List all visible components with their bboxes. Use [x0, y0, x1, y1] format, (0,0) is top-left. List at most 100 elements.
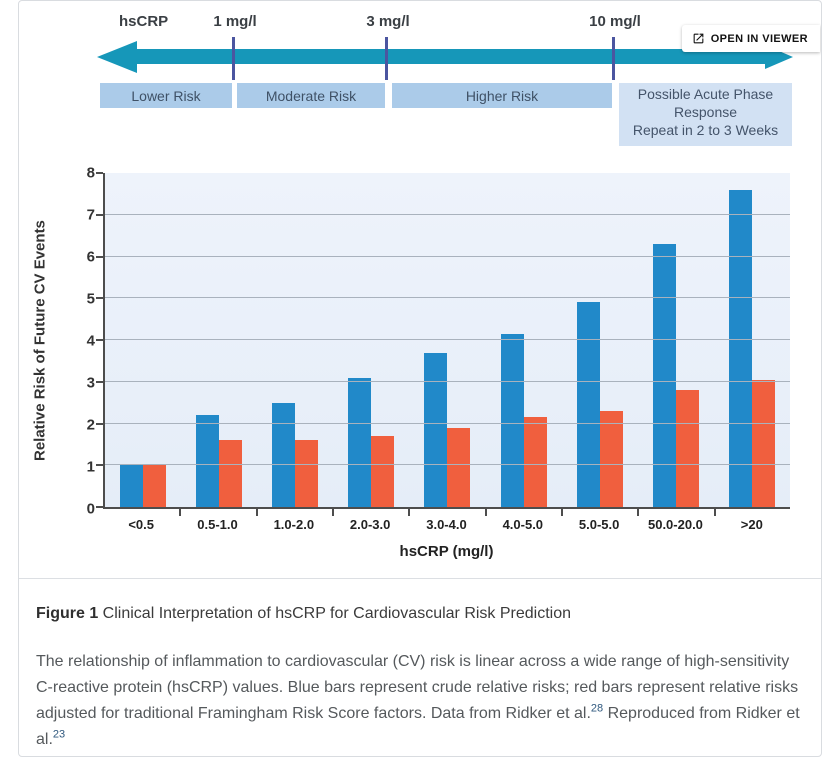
x-tick-label: 5.0-5.0 — [578, 517, 620, 532]
x-tick-label: <0.5 — [128, 517, 154, 532]
bar — [751, 379, 775, 507]
y-tick-label: 1 — [86, 458, 95, 476]
y-tick-label: 7 — [86, 206, 95, 224]
bar-group — [638, 173, 714, 507]
bar — [599, 410, 623, 507]
figure-caption: Figure 1 Clinical Interpretation of hsCR… — [19, 578, 821, 753]
bar-series — [105, 173, 790, 507]
scale-arrow — [135, 49, 767, 64]
x-tick-label: 3.0-4.0 — [426, 517, 467, 532]
bar — [219, 440, 243, 507]
caption-body: The relationship of inflammation to card… — [36, 649, 801, 753]
y-tick-mark — [96, 213, 103, 216]
threshold-label-3mgl: 3 mg/l — [366, 13, 410, 30]
y-axis-tick-labels: 0 1 2 3 4 5 6 7 8 — [49, 165, 95, 518]
caption-body-text-1: The relationship of inflammation to card… — [36, 653, 799, 722]
y-tick-label: 4 — [86, 332, 95, 350]
gridline — [105, 213, 790, 215]
x-tick-mark — [484, 509, 487, 516]
y-tick-mark — [96, 339, 103, 341]
threshold-tick-1mgl — [232, 37, 235, 80]
gridline — [105, 380, 790, 382]
threshold-tick-3mgl — [385, 37, 388, 80]
bar-group — [105, 173, 181, 507]
gridline — [105, 339, 790, 340]
threshold-label-10mgl: 10 mg/l — [589, 13, 641, 30]
citation-28[interactable]: 28 — [590, 702, 604, 715]
x-tick-mark — [561, 509, 563, 516]
gridline — [105, 422, 790, 424]
y-tick-label: 3 — [86, 374, 95, 392]
bar-group — [714, 173, 790, 507]
y-tick-mark — [96, 506, 103, 508]
open-in-viewer-icon — [692, 32, 705, 45]
bar — [371, 436, 395, 507]
bar — [447, 427, 471, 507]
bar — [728, 189, 752, 507]
bar — [295, 440, 319, 507]
bar-group — [409, 173, 485, 507]
caption-title-text: Clinical Interpretation of hsCRP for Car… — [98, 605, 572, 622]
bar-group — [333, 173, 409, 507]
bar — [523, 417, 547, 507]
y-tick-mark — [96, 422, 103, 425]
bar — [652, 243, 676, 507]
x-tick-label: 4.0-5.0 — [502, 517, 544, 532]
bar — [120, 465, 144, 507]
y-tick-mark — [96, 172, 103, 174]
x-tick-label: 1.0-2.0 — [273, 517, 315, 532]
x-tick-label: 0.5-1.0 — [197, 517, 238, 532]
bar — [576, 302, 600, 507]
bar — [500, 333, 524, 507]
caption-body-text-2: Reproduced from Ridker et al. — [36, 704, 800, 748]
figure-panel: hsCRP 1 mg/l 3 mg/l 10 mg/l Lower Risk M… — [18, 0, 822, 757]
risk-scale-axis-label: hsCRP — [119, 13, 169, 30]
risk-scale-diagram: hsCRP 1 mg/l 3 mg/l 10 mg/l Lower Risk M… — [19, 1, 821, 151]
risk-zone-acute-phase: Possible Acute Phase Response Repeat in … — [619, 83, 792, 146]
acute-phase-line2: Repeat in 2 to 3 Weeks — [632, 121, 779, 138]
x-axis-tick-marks — [103, 509, 790, 517]
y-tick-label: 6 — [86, 248, 95, 266]
x-tick-label: 50.0-20.0 — [647, 517, 703, 532]
y-tick-label: 8 — [86, 164, 95, 182]
x-tick-label: 2.0-3.0 — [349, 517, 391, 532]
bar — [272, 402, 296, 507]
bar — [675, 390, 699, 507]
threshold-label-1mgl: 1 mg/l — [213, 13, 257, 30]
scale-arrow-left-head — [97, 41, 137, 73]
y-tick-mark — [96, 464, 103, 467]
y-tick-label: 0 — [86, 500, 95, 518]
citation-23[interactable]: 23 — [52, 728, 66, 741]
open-in-viewer-label: OPEN IN VIEWER — [710, 32, 808, 45]
gridline — [105, 255, 790, 257]
x-axis-tick-labels: <0.5 0.5-1.0 1.0-2.0 2.0-3.0 3.0-4.0 4.0-5.0 5… — [103, 517, 790, 532]
y-tick-mark — [96, 297, 103, 300]
plot-area — [96, 172, 790, 509]
risk-zone-lower: Lower Risk — [100, 83, 232, 108]
bar-group — [181, 173, 257, 507]
bar-group — [562, 173, 638, 507]
bar-group — [486, 173, 562, 507]
open-in-viewer-button[interactable]: OPEN IN VIEWER — [681, 25, 820, 52]
figure-number: Figure 1 — [36, 605, 99, 622]
y-tick-mark — [96, 380, 103, 383]
risk-zone-higher: Higher Risk — [392, 83, 612, 108]
bar-group — [257, 173, 333, 507]
y-tick-label: 2 — [86, 416, 95, 434]
x-axis-title: hsCRP (mg/l) — [399, 543, 494, 560]
bar — [143, 465, 167, 507]
bar — [348, 377, 372, 507]
x-tick-mark — [332, 509, 334, 516]
y-tick-mark — [96, 255, 103, 258]
y-tick-label: 5 — [86, 290, 95, 308]
x-tick-mark — [637, 509, 640, 516]
gridline — [105, 297, 790, 299]
x-tick-mark — [255, 509, 258, 516]
bar — [196, 415, 220, 507]
x-tick-label: >20 — [740, 517, 763, 532]
bar — [424, 352, 448, 507]
caption-title: Figure 1 Clinical Interpretation of hsCR… — [36, 605, 801, 623]
risk-zone-moderate: Moderate Risk — [237, 83, 385, 108]
x-tick-mark — [713, 509, 716, 516]
